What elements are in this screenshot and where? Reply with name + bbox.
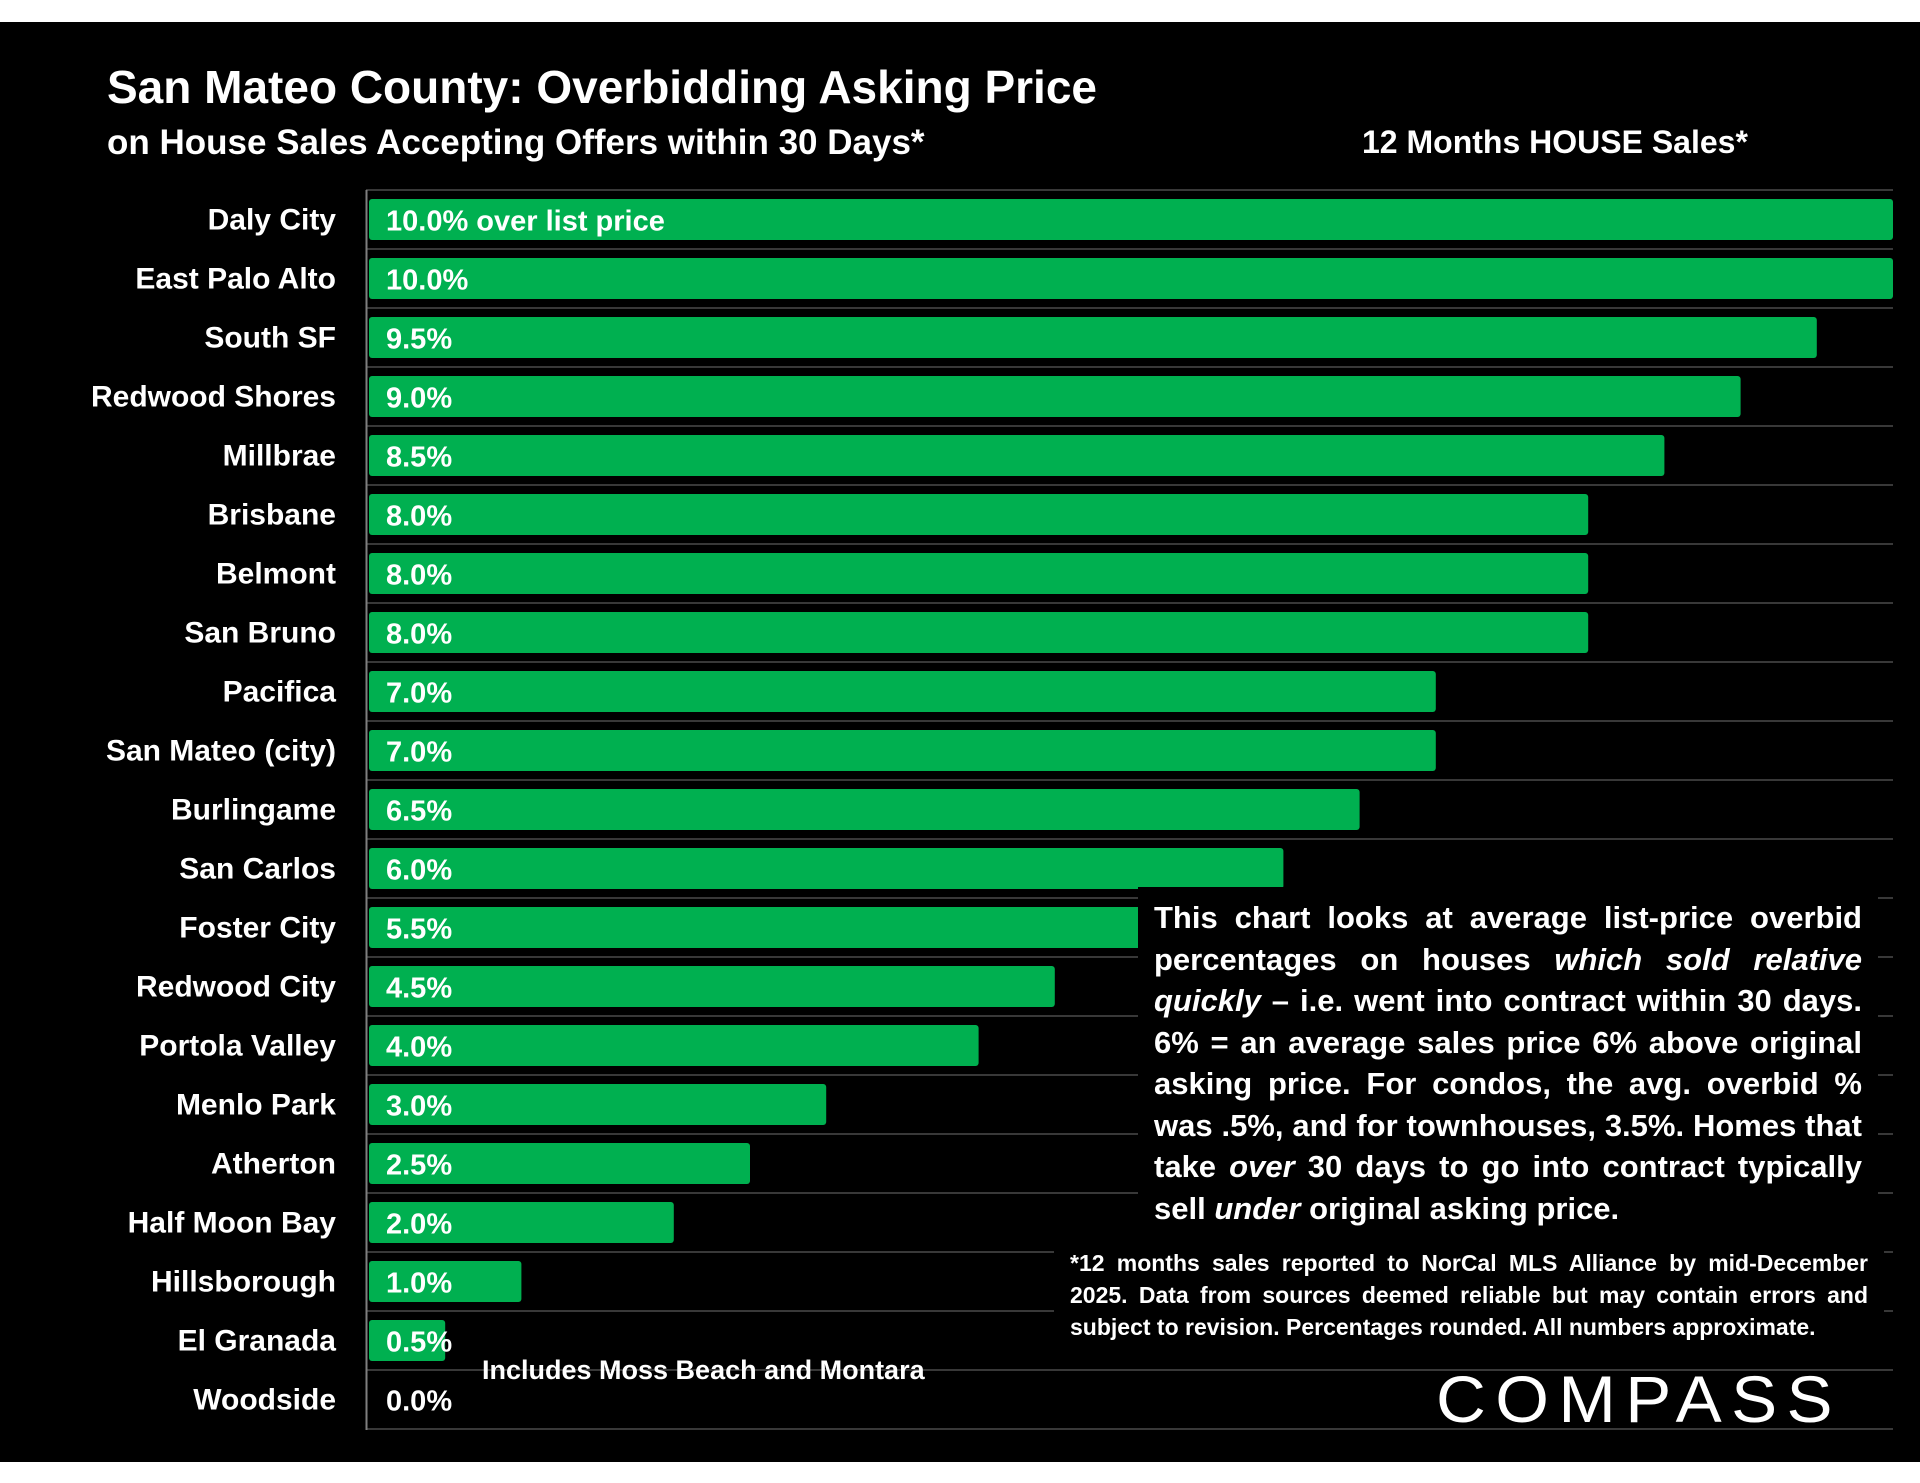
explanation-emphasis-3: under: [1214, 1190, 1301, 1226]
data-label: 8.0%: [386, 560, 452, 592]
category-label: East Palo Alto: [135, 263, 336, 296]
category-label: San Carlos: [179, 853, 336, 886]
data-label: 8.0%: [386, 619, 452, 651]
bar: [369, 376, 1741, 417]
explanation-text-1: This chart looks at average list-price o…: [1154, 900, 1862, 977]
category-label: South SF: [204, 322, 336, 355]
bar: [369, 258, 1893, 299]
explanation-text-3: 30 days to go into contract typically se…: [1154, 1149, 1862, 1226]
bar: [369, 1202, 674, 1243]
bar: [369, 1261, 522, 1302]
category-label: San Mateo (city): [106, 735, 336, 768]
bar: [369, 966, 1055, 1007]
data-label: 7.0%: [386, 678, 452, 710]
compass-logo: COMPASS: [1436, 1362, 1842, 1432]
data-label: 9.5%: [386, 324, 452, 356]
compass-logo-wordmark: COMPASS: [1436, 1362, 1842, 1432]
explanation-emphasis-1: which sold relative quickly: [1154, 941, 1862, 1019]
bar: [369, 612, 1589, 653]
bar: [369, 317, 1817, 358]
bar: [369, 1320, 446, 1361]
data-label: 7.0%: [386, 737, 452, 769]
explanation-emphasis-2: over: [1229, 1149, 1295, 1184]
category-label: Portola Valley: [139, 1030, 336, 1063]
category-label: Redwood City: [136, 971, 336, 1004]
chart-caption: 12 Months HOUSE Sales*: [1362, 124, 1748, 160]
bar: [369, 848, 1284, 889]
bar: [369, 435, 1665, 476]
data-label: 4.0%: [386, 1032, 452, 1064]
data-label: 3.0%: [386, 1091, 452, 1123]
bar: [369, 907, 1208, 948]
category-label: Belmont: [216, 558, 336, 591]
el-granada-annotation: Includes Moss Beach and Montara: [482, 1355, 925, 1385]
data-label: 6.0%: [386, 855, 452, 887]
explanation-box: This chart looks at average list-price o…: [1138, 887, 1878, 1235]
category-label: Foster City: [179, 912, 336, 945]
category-label: Half Moon Bay: [128, 1207, 337, 1240]
footnote: *12 months sales reported to NorCal MLS …: [1054, 1241, 1884, 1349]
category-label: Daly City: [208, 204, 337, 237]
data-label: 8.5%: [386, 442, 452, 474]
data-label: 0.0%: [386, 1386, 452, 1418]
category-label: Hillsborough: [151, 1266, 336, 1299]
category-label: Millbrae: [223, 440, 336, 473]
category-label: Burlingame: [171, 794, 336, 827]
bar: [369, 1084, 827, 1125]
data-label: 2.0%: [386, 1209, 452, 1241]
data-label: 10.0%: [386, 265, 468, 297]
category-label: Atherton: [211, 1148, 336, 1181]
data-label: 9.0%: [386, 383, 452, 415]
data-label: 6.5%: [386, 796, 452, 828]
explanation-text-4: original asking price.: [1300, 1190, 1620, 1226]
category-label: Redwood Shores: [91, 381, 336, 414]
bar: [369, 789, 1360, 830]
data-label: 2.5%: [386, 1150, 452, 1182]
bar: [369, 671, 1436, 712]
data-label: 1.0%: [386, 1268, 452, 1300]
bar: [369, 1143, 750, 1184]
chart-title: San Mateo County: Overbidding Asking Pri…: [107, 61, 1097, 113]
data-label: 4.5%: [386, 973, 452, 1005]
bar: [369, 730, 1436, 771]
category-label: El Granada: [178, 1325, 337, 1358]
category-label: Pacifica: [223, 676, 337, 709]
category-label: Brisbane: [208, 499, 336, 532]
bar: [369, 199, 1893, 240]
category-label: Menlo Park: [176, 1089, 336, 1122]
bar: [369, 494, 1589, 535]
chart-panel: Daly City 10.0% over list price East Palo …: [0, 22, 1920, 1462]
data-label: 5.5%: [386, 914, 452, 946]
data-label: 0.5%: [386, 1327, 452, 1359]
bar-chart: Daly City 10.0% over list price East Palo …: [91, 189, 1893, 1430]
data-label: 10.0% over list price: [386, 206, 665, 238]
category-label: Woodside: [193, 1384, 336, 1417]
chart-subtitle: on House Sales Accepting Offers within 3…: [107, 123, 925, 162]
explanation-text-2: – i.e. went into contract within 30 days…: [1154, 983, 1862, 1184]
bar: [369, 553, 1589, 594]
data-label: 8.0%: [386, 501, 452, 533]
bar: [369, 1025, 979, 1066]
category-label: San Bruno: [184, 617, 336, 650]
